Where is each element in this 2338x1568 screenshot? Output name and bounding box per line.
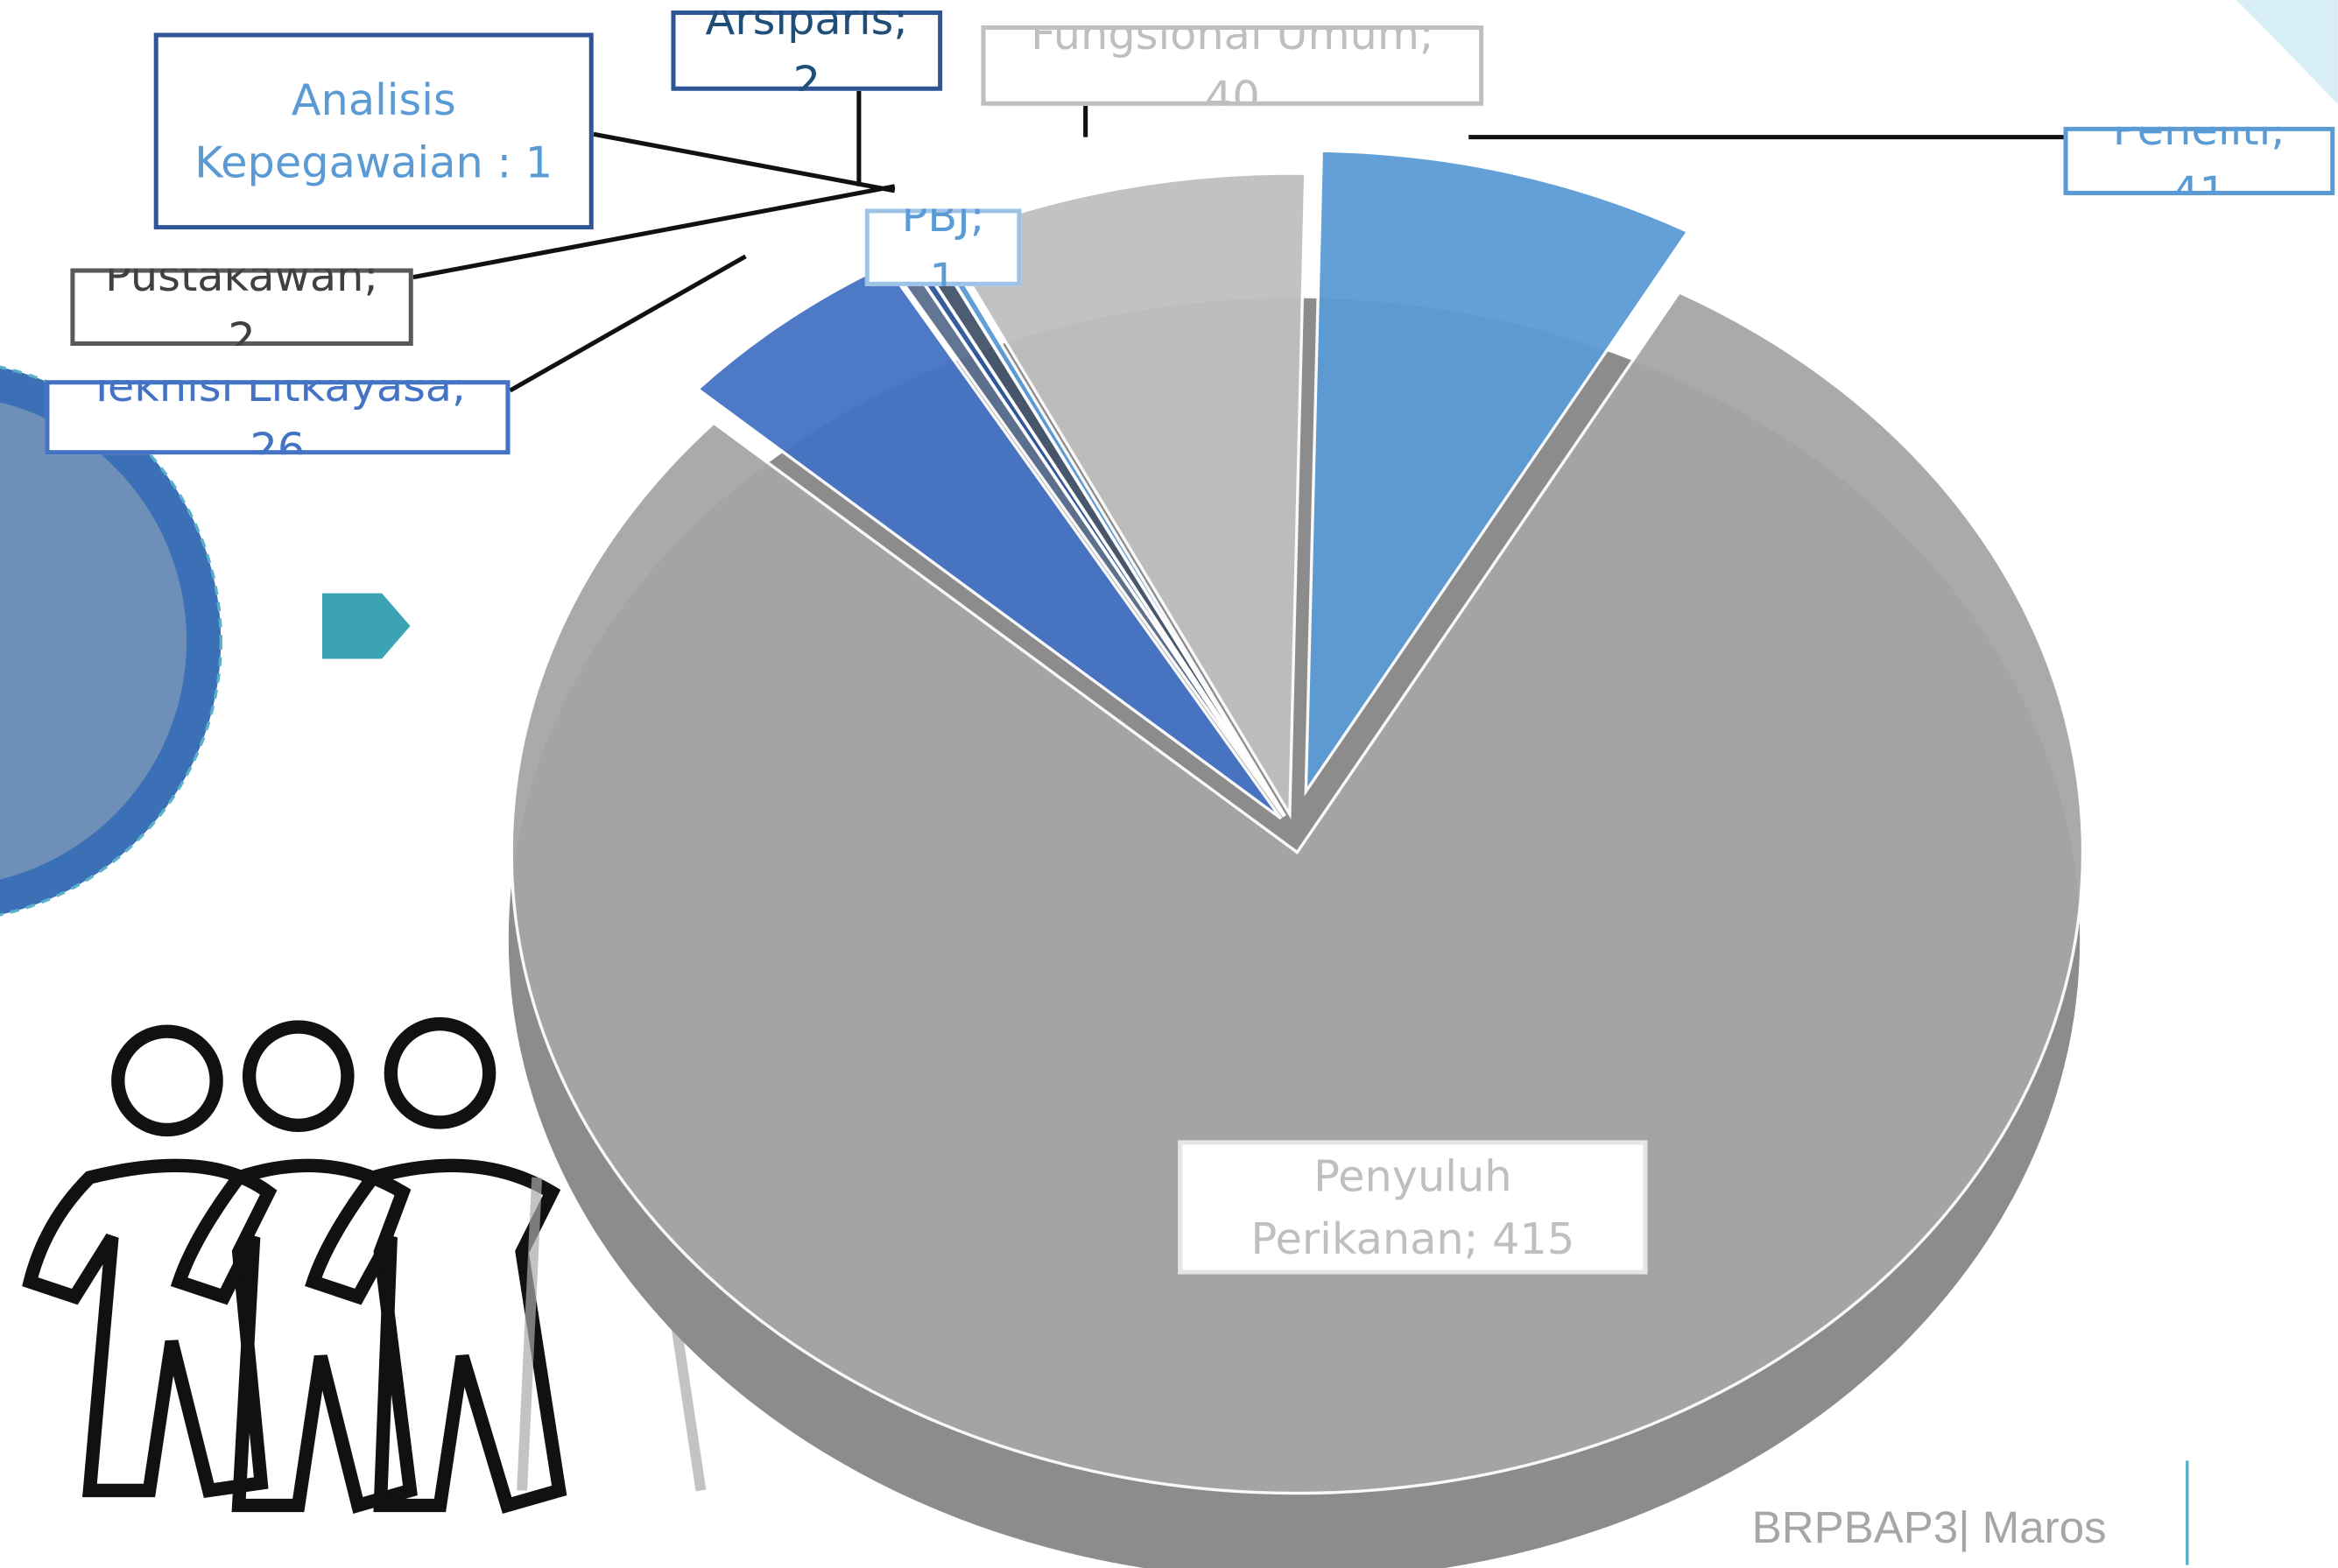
leader-line	[594, 134, 895, 191]
data-label-box: Peneliti; 41	[2063, 127, 2334, 195]
data-label-box: Teknisi Litkayasa; 26	[45, 380, 510, 454]
data-label-box: Analisis Kepegawaian : 1	[154, 32, 594, 229]
data-label: Pustakawan; 2	[70, 268, 413, 346]
data-label-box: Penyuluh Perikanan; 415	[1178, 1140, 1647, 1274]
pie	[509, 151, 2083, 1568]
leader-line	[511, 257, 746, 390]
slide: Peneliti; 41 Penyuluh Perikanan; 415 Tekni…	[0, 0, 2338, 1568]
data-label-box: Pustakawan; 2	[70, 268, 413, 346]
data-label: Teknisi Litkayasa; 26	[45, 380, 510, 454]
data-label: Analisis Kepegawaian : 1	[154, 32, 594, 229]
data-label-box: PBJ; 1	[865, 208, 1022, 286]
data-label: Fungsional Umum; 40	[981, 25, 1483, 106]
data-label: Peneliti; 41	[2063, 127, 2334, 195]
data-label: Arsiparis; 2	[671, 11, 942, 91]
data-label: PBJ; 1	[865, 208, 1022, 286]
footer: BRPBAP3| Maros	[1752, 1502, 2107, 1552]
data-label-box: Arsiparis; 2	[671, 11, 942, 91]
data-label: Penyuluh Perikanan; 415	[1178, 1140, 1647, 1274]
data-label-box: Fungsional Umum; 40	[981, 25, 1483, 106]
